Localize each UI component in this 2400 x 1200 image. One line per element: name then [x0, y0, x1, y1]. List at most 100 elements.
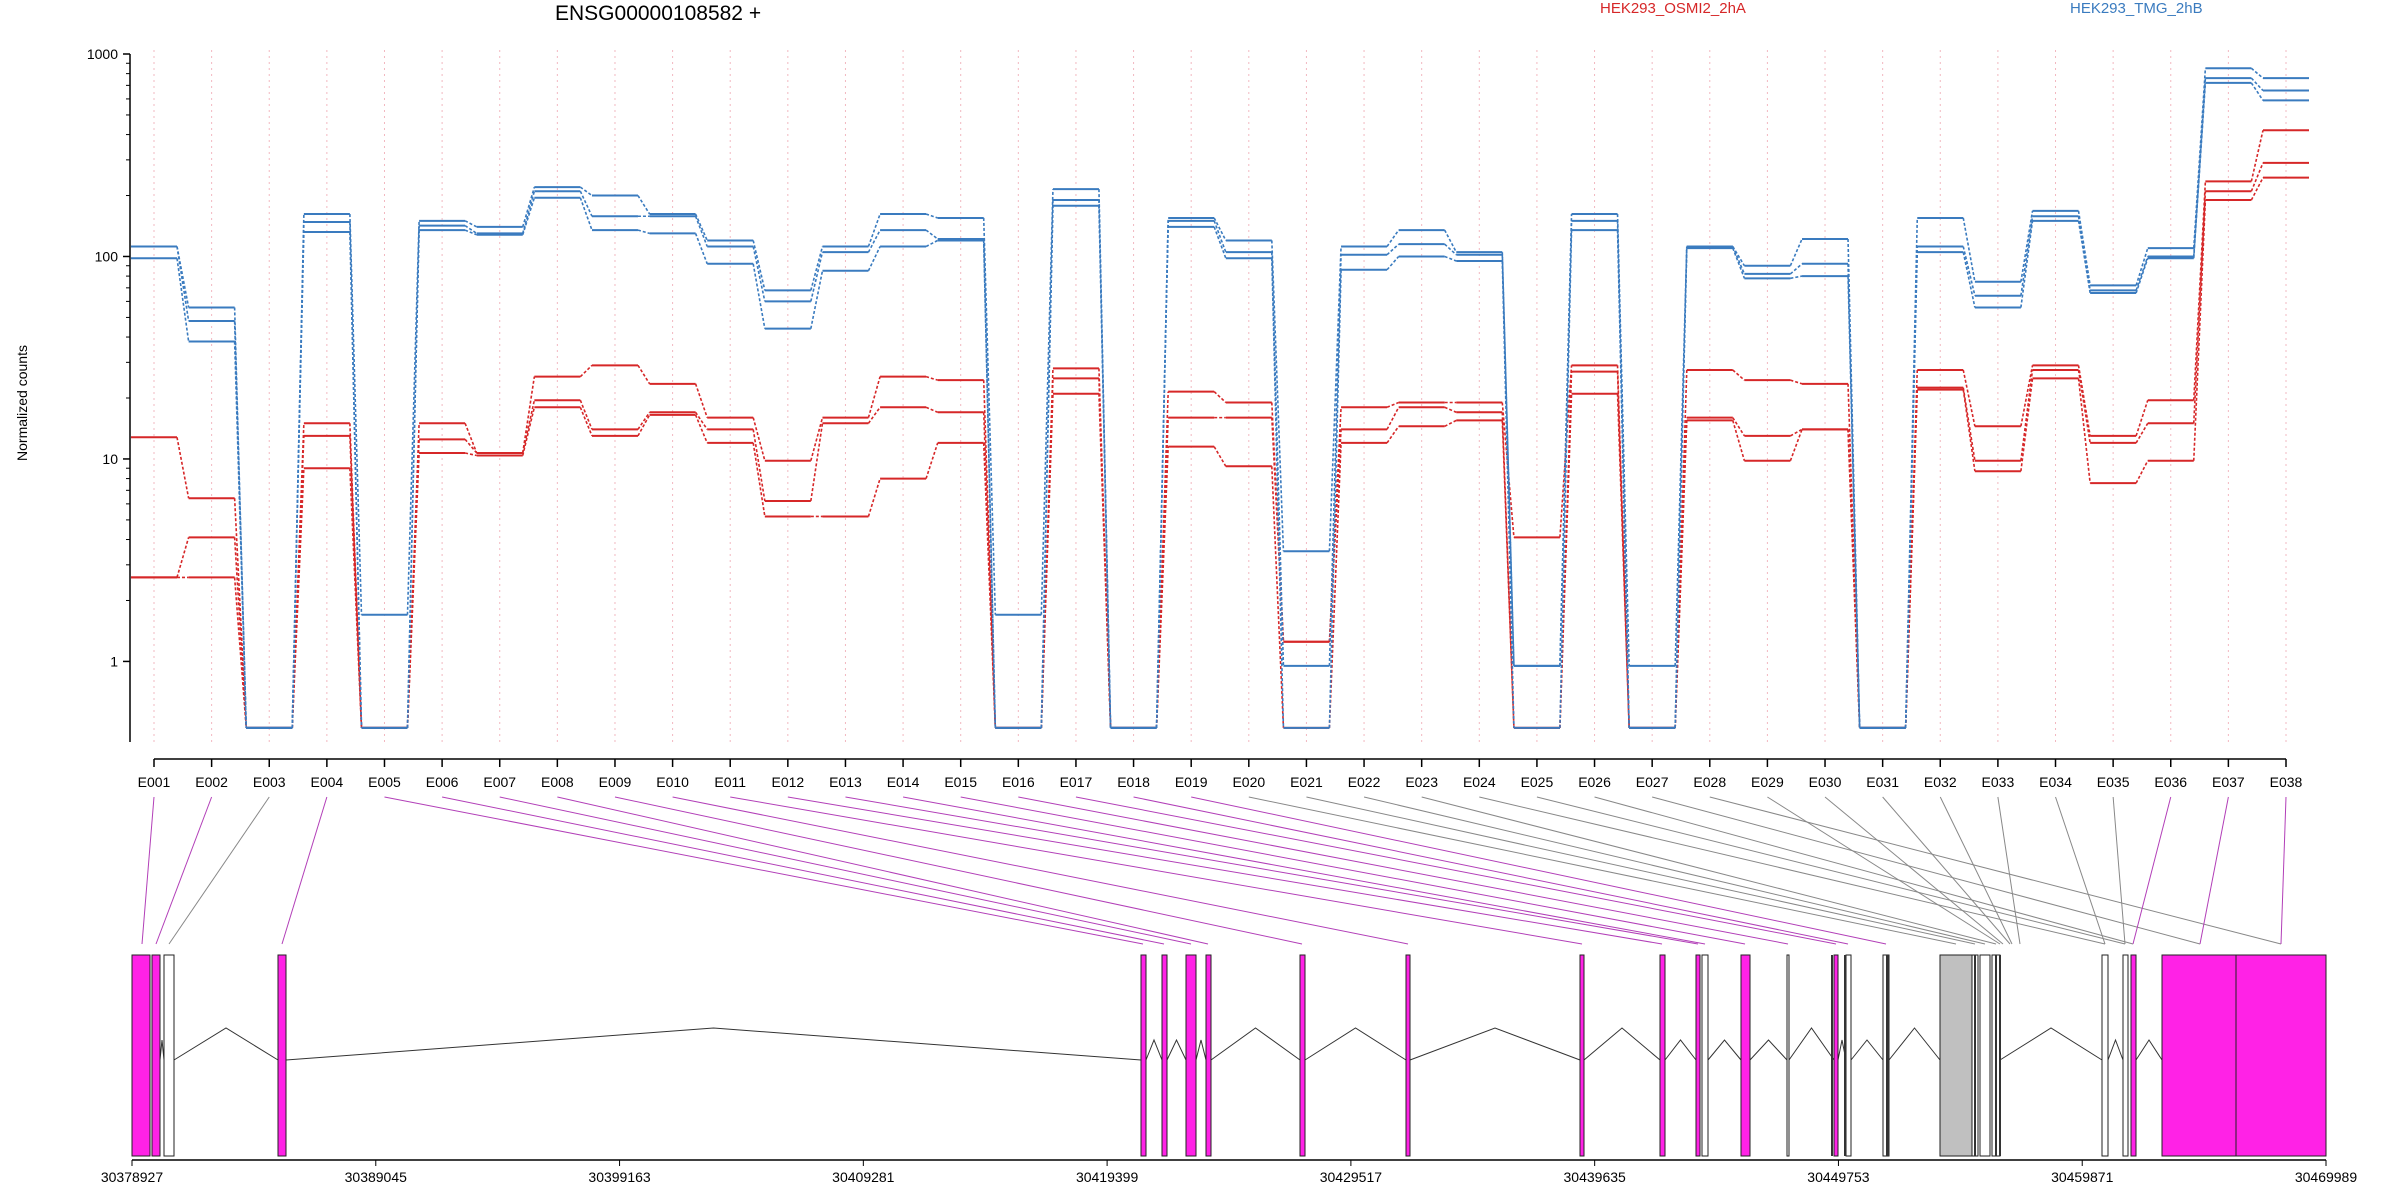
series-connector [1155, 226, 1169, 728]
exon-connector [384, 796, 1144, 945]
exon-connector [672, 796, 1409, 945]
exon-connector [2280, 796, 2287, 945]
series-connector [349, 435, 363, 728]
series-connector [521, 400, 536, 454]
exon-connector [1018, 796, 1789, 945]
exon-block [2161, 954, 2237, 1157]
series-connector [1789, 429, 1803, 462]
series-connector [349, 423, 363, 728]
series-connector [1847, 276, 1861, 728]
x-tick-label: E024 [1463, 774, 1496, 790]
x-tick-label: E028 [1693, 774, 1726, 790]
exon-connector [1421, 796, 1997, 945]
series-connector [1444, 243, 1457, 256]
series-connector [1386, 425, 1400, 444]
series-connector [1962, 217, 1976, 282]
exon-connector [1075, 796, 1837, 945]
series-connector [176, 537, 190, 578]
exon-connector [1363, 796, 1986, 945]
series-connector [982, 380, 997, 728]
genomic-tick-label: 30378927 [101, 1169, 164, 1185]
series-connector [464, 438, 478, 454]
series-connector [867, 246, 881, 272]
series-connector [1213, 220, 1227, 253]
series-connector [1386, 229, 1400, 247]
series-connector [1271, 240, 1285, 552]
x-tick-label: E036 [2154, 774, 2187, 790]
exon-block [1161, 954, 1168, 1157]
gene-model-track [131, 954, 2327, 1157]
intron-line [1999, 1027, 2103, 1061]
series-connector [464, 224, 478, 235]
series-connector [1040, 205, 1054, 728]
series-connector [925, 442, 939, 479]
series-connector [752, 263, 766, 329]
series-connector [1213, 446, 1227, 467]
exon-block [1701, 954, 1709, 1157]
series-connector [1962, 387, 1976, 461]
x-tick-label: E013 [829, 774, 862, 790]
genomic-tick-label: 30409281 [832, 1169, 895, 1185]
series-connector [810, 252, 824, 302]
x-tick-label: E026 [1578, 774, 1611, 790]
series-1 [131, 129, 2309, 729]
series-connector [1328, 246, 1342, 552]
series-3 [131, 176, 2309, 729]
series-connector [1616, 393, 1630, 728]
exon-block [2122, 954, 2129, 1157]
intron-line [1195, 1039, 1207, 1061]
series-connector [2020, 220, 2034, 308]
series-connector [1616, 214, 1630, 666]
series-lines [131, 67, 2309, 729]
series-connector [2135, 247, 2149, 286]
series-connector [406, 220, 420, 615]
x-tick-label: E010 [656, 774, 689, 790]
genomic-tick-label: 30419399 [1076, 1169, 1139, 1185]
exon-connector [1479, 796, 2106, 945]
exon-connector [141, 796, 155, 945]
series-connector [2020, 216, 2034, 296]
series-connector [925, 213, 938, 219]
genomic-tick-label: 30459871 [2051, 1169, 2114, 1185]
series-connector [1271, 258, 1285, 728]
series-connector [694, 383, 708, 418]
exon-block [1939, 954, 1973, 1157]
x-tick-label: E002 [195, 774, 228, 790]
series-connector [1386, 243, 1400, 256]
series-connector [752, 417, 766, 461]
series-connector [637, 364, 651, 385]
series-connector [1790, 275, 1803, 280]
x-tick-label: E034 [2039, 774, 2072, 790]
x-tick-label: E015 [944, 774, 977, 790]
series-connector [2250, 67, 2264, 79]
series-connector [2250, 130, 2264, 182]
series-connector [521, 186, 536, 228]
series-connector [2077, 210, 2091, 286]
x-tick-label: E032 [1924, 774, 1957, 790]
series-connector [176, 258, 190, 342]
y-tick-label: 1 [110, 653, 118, 669]
x-tick-label: E025 [1521, 774, 1554, 790]
intron-line [1888, 1027, 1941, 1061]
series-connector [1213, 226, 1227, 259]
exon-block [277, 954, 287, 1157]
series-connector [579, 190, 593, 217]
intron-line [1304, 1027, 1407, 1061]
exon-connector [960, 796, 1746, 945]
x-tick-label: E031 [1866, 774, 1899, 790]
exon-block [2235, 954, 2327, 1157]
series-connector [1444, 255, 1457, 262]
series-connector [810, 246, 824, 291]
exon-block [2130, 954, 2137, 1157]
series-connector [1732, 246, 1746, 267]
series-connector [1328, 269, 1342, 728]
series-connector [867, 478, 881, 517]
x-tick-label: E016 [1002, 774, 1035, 790]
exon-block [1695, 954, 1701, 1157]
x-tick-label: E021 [1290, 774, 1323, 790]
series-connector [1790, 379, 1803, 385]
series-connector [464, 423, 478, 454]
series-connector [2250, 162, 2264, 192]
series-connector [2135, 399, 2149, 437]
